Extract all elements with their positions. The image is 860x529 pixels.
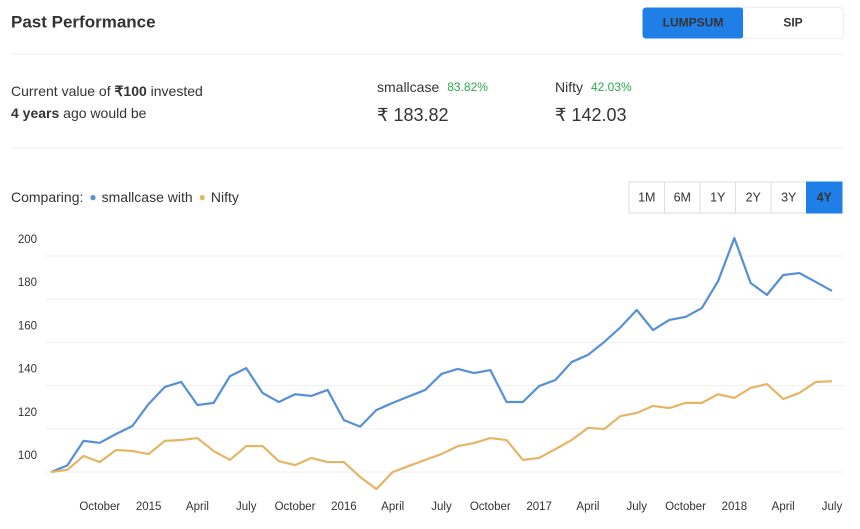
y-tick-label: 100 [18,450,37,462]
summary-line: Current value of ₹100 invested [11,83,203,99]
y-tick-label: 180 [18,277,37,289]
x-tick-label: 2018 [722,501,748,513]
legend-entry: Nifty [211,189,239,205]
text: 4 years [11,105,59,121]
range-button[interactable] [664,181,701,214]
text: ₹100 [115,83,147,99]
range-label[interactable]: 1Y [710,190,726,204]
x-tick-label: October [470,501,511,513]
legend-dot: ● [89,190,96,204]
x-tick-label: July [627,501,648,513]
y-tick-label: 140 [18,364,37,376]
x-tick-label: October [275,501,316,513]
range-label[interactable]: 2Y [746,190,762,204]
x-tick-label: April [186,501,209,513]
x-tick-label: 2016 [331,501,357,513]
text: smallcase [377,79,439,95]
legend-dot: ● [199,190,206,204]
x-tick-label: April [772,501,795,513]
x-tick-label: April [576,501,599,513]
range-button[interactable] [735,181,772,214]
title: Past Performance [11,12,156,31]
x-tick-label: July [431,501,452,513]
y-tick-label: 160 [18,320,37,332]
text: Current value of [11,83,115,99]
mode-button[interactable] [743,8,843,38]
range-button[interactable] [628,181,665,214]
y-tick-label: 200 [18,234,37,246]
x-tick-label: October [665,501,706,513]
y-tick-label: 120 [18,407,37,419]
legend-entry: smallcase [102,189,164,205]
text: Comparing: [11,189,83,205]
stat-change: 83.82% [447,80,488,94]
range-button[interactable] [806,181,843,214]
x-tick-label: 2015 [136,501,162,513]
summary-line: 4 years ago would be [11,105,147,121]
text: Nifty [555,79,583,95]
text: with [164,189,193,205]
range-label[interactable]: 6M [674,190,691,204]
text: ago would be [59,105,146,121]
mode-label[interactable]: SIP [783,16,802,30]
series-line [50,236,833,474]
x-tick-label: April [381,501,404,513]
x-tick-label: July [236,501,257,513]
stat-value: ₹ 183.82 [377,105,449,125]
legend: Comparing: ● smallcase with ● Nifty [11,189,239,205]
series-line [50,380,833,491]
x-tick-label: July [822,501,843,513]
x-tick-label: 2017 [526,501,552,513]
stat-change: 42.03% [591,80,632,94]
range-label[interactable]: 3Y [781,190,797,204]
range-label[interactable]: 1M [638,190,655,204]
x-tick-label: October [79,501,120,513]
mode-label[interactable]: LUMPSUM [663,16,724,30]
stat-name: Nifty 42.03% [555,79,632,95]
stat-name: smallcase 83.82% [377,79,488,95]
text: invested [147,83,203,99]
stat-value: ₹ 142.03 [555,105,627,125]
range-label[interactable]: 4Y [817,190,833,204]
